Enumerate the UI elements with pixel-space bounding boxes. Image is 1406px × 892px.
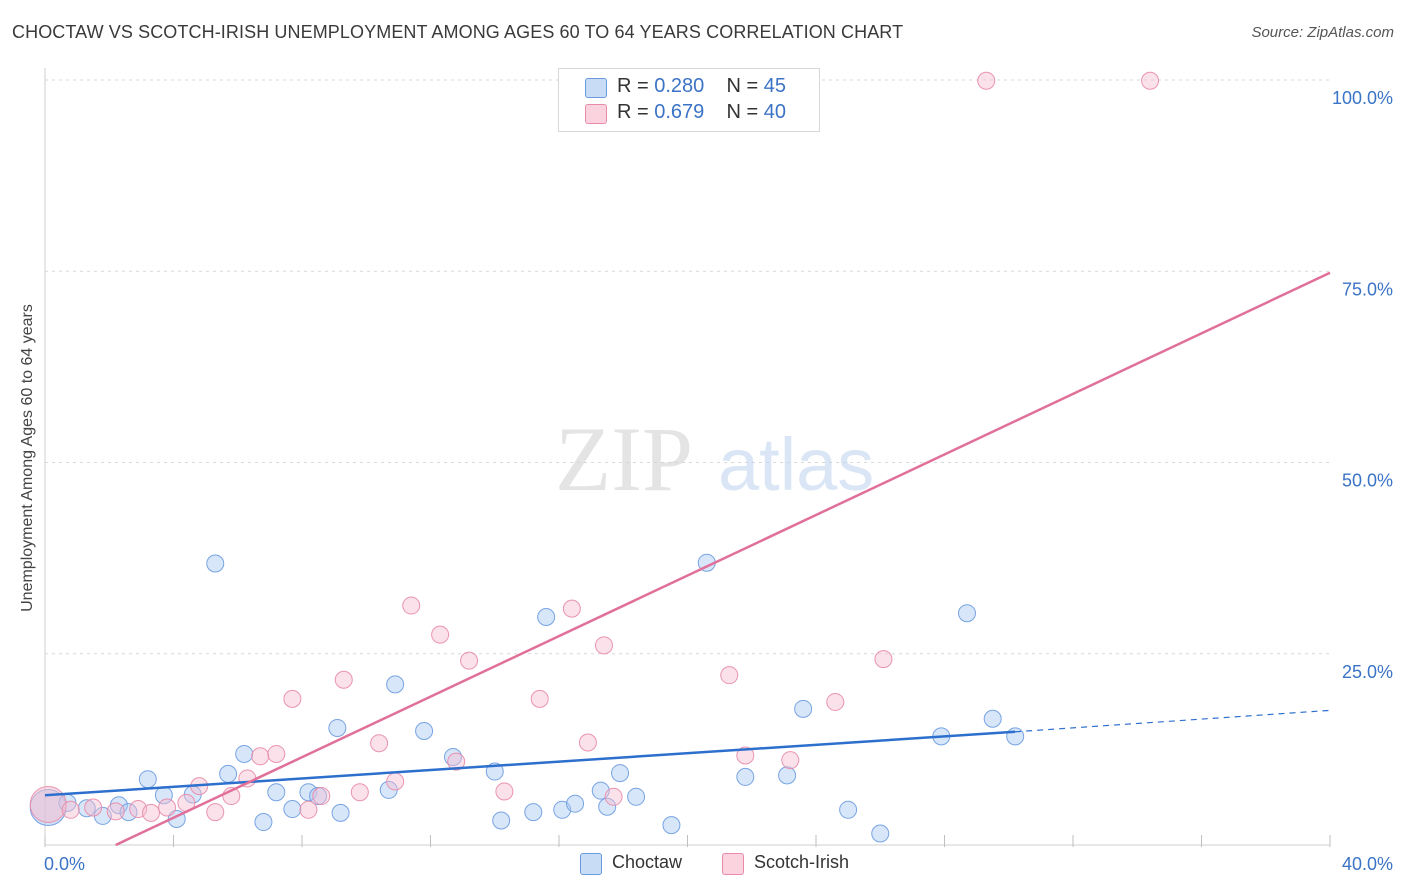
choctaw-point-15	[283, 800, 302, 819]
grid-lines	[45, 79, 1330, 655]
y-tick-label-0: 25.0%	[1342, 662, 1393, 682]
scotch-irish-point-25	[495, 782, 514, 801]
choctaw-trend-line	[44, 730, 1016, 797]
choctaw-point-18	[328, 718, 347, 737]
chart-title: CHOCTAW VS SCOTCH-IRISH UNEMPLOYMENT AMO…	[12, 22, 904, 42]
scotch-irish-points	[29, 71, 1160, 823]
tick-labels: 25.0% 50.0% 75.0% 100.0% 0.0% 40.0%	[44, 88, 1393, 874]
choctaw-point-32	[611, 764, 630, 783]
y-tick-label-1: 50.0%	[1342, 471, 1393, 491]
scotch-irish-point-18	[350, 783, 369, 802]
choctaw-point-29	[566, 794, 585, 813]
scotch-irish-point-2	[84, 798, 103, 817]
choctaw-point-6	[138, 770, 157, 789]
legend-r-label: R =	[617, 101, 649, 123]
scotch-irish-point-30	[604, 787, 623, 806]
scotch-irish-trend-line	[115, 271, 1331, 847]
scotch-irish-point-35	[874, 650, 893, 669]
choctaw-trend-extension	[1015, 709, 1331, 733]
legend-swatch-scotch-irish	[585, 104, 607, 124]
choctaw-point-19	[331, 803, 350, 822]
scotch-irish-point-32	[736, 746, 755, 765]
y-tick-label-2: 75.0%	[1342, 279, 1393, 299]
series-legend-label: Choctaw	[612, 852, 683, 872]
choctaw-point-25	[492, 811, 511, 830]
scotch-irish-point-14	[283, 689, 302, 708]
legend-n-value-scotch-irish: 40	[763, 101, 787, 123]
scotch-irish-point-26	[530, 689, 549, 708]
axes	[44, 68, 1331, 847]
choctaw-point-21	[386, 675, 405, 694]
scotch-irish-point-16	[312, 787, 331, 806]
series-swatch-scotch-irish	[722, 853, 744, 875]
scotch-irish-point-29	[594, 636, 613, 655]
scotch-irish-point-13	[267, 744, 286, 763]
choctaw-point-2	[77, 799, 96, 818]
scotch-irish-point-37	[1141, 71, 1160, 90]
choctaw-point-12	[235, 744, 254, 763]
scotch-irish-point-36	[977, 71, 996, 90]
scotch-irish-point-27	[562, 599, 581, 618]
legend-r-value-choctaw: 0.280	[654, 75, 705, 97]
choctaw-point-14	[267, 783, 286, 802]
stats-legend: R = 0.280 N = 45 R = 0.679 N = 40	[558, 68, 820, 132]
scotch-irish-point-0	[29, 785, 67, 823]
scotch-irish-point-23	[447, 752, 466, 771]
scotch-irish-point-3	[106, 802, 125, 821]
legend-swatch-choctaw	[585, 78, 607, 98]
chart-source: Source: ZipAtlas.com	[1251, 24, 1394, 41]
scotch-irish-point-20	[386, 772, 405, 791]
legend-n-label: N =	[726, 101, 759, 123]
choctaw-point-26	[524, 803, 543, 822]
scotch-irish-point-1	[61, 800, 80, 819]
scotch-irish-point-9	[206, 803, 225, 822]
x-tick-label-0: 0.0%	[44, 854, 85, 874]
legend-r-value-scotch-irish: 0.679	[654, 101, 705, 123]
series-swatch-choctaw	[580, 853, 602, 875]
trend-lines	[44, 271, 1331, 847]
scotch-irish-point-17	[334, 670, 353, 689]
scotch-irish-point-24	[460, 651, 479, 670]
choctaw-point-5	[119, 803, 138, 822]
choctaw-point-10	[206, 554, 225, 573]
choctaw-point-13	[254, 813, 273, 832]
watermark-atlas: atlas	[718, 423, 874, 506]
scotch-irish-point-34	[826, 692, 845, 711]
scotch-irish-point-33	[781, 751, 800, 770]
scotch-irish-point-28	[578, 733, 597, 752]
watermark: ZIP atlas	[555, 408, 874, 510]
choctaw-point-33	[627, 787, 646, 806]
choctaw-point-27	[537, 608, 556, 627]
choctaw-point-42	[957, 604, 976, 623]
legend-r-label: R =	[617, 75, 649, 97]
choctaw-point-34	[662, 816, 681, 835]
scotch-irish-point-15	[299, 800, 318, 819]
choctaw-point-31	[598, 797, 617, 816]
scotch-irish-point-6	[158, 798, 177, 817]
choctaw-point-44	[1006, 727, 1025, 746]
scotch-irish-point-5	[142, 803, 161, 822]
x-tick-label-1: 40.0%	[1342, 854, 1393, 874]
y-tick-label-3: 100.0%	[1332, 88, 1393, 108]
choctaw-point-11	[219, 764, 238, 783]
scotch-irish-point-22	[431, 625, 450, 644]
series-legend-label: Scotch-Irish	[754, 852, 850, 872]
scotch-irish-point-12	[251, 747, 270, 766]
choctaw-point-22	[415, 722, 434, 741]
choctaw-point-39	[839, 800, 858, 819]
choctaw-point-40	[871, 824, 890, 843]
watermark-zip: ZIP	[555, 408, 693, 510]
scotch-irish-point-31	[720, 666, 739, 685]
scotch-irish-point-21	[402, 596, 421, 615]
choctaw-point-36	[736, 767, 755, 786]
scotch-irish-point-19	[370, 734, 389, 753]
legend-n-value-choctaw: 45	[763, 75, 787, 97]
choctaw-point-38	[794, 699, 813, 718]
choctaw-point-43	[983, 709, 1002, 728]
choctaw-point-37	[778, 766, 797, 785]
legend-n-label: N =	[726, 75, 759, 97]
